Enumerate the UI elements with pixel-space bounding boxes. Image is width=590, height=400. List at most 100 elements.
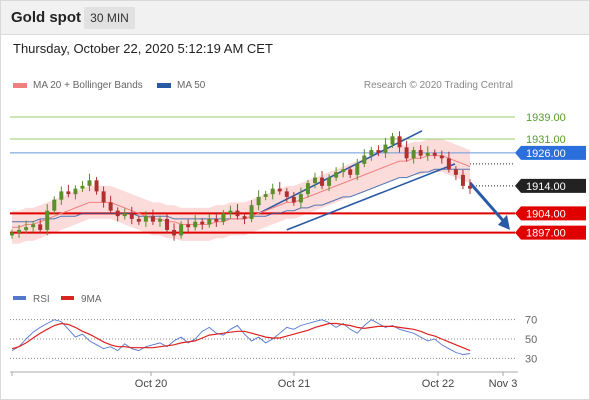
candle-body — [193, 221, 198, 228]
level-label-box — [515, 145, 586, 160]
candle-body — [179, 224, 184, 236]
candle-body — [221, 213, 226, 222]
candle-body — [101, 191, 106, 203]
timestamp: Thursday, October 22, 2020 5:12:19 AM CE… — [13, 41, 273, 56]
candle-body — [235, 210, 240, 217]
candle-body — [186, 224, 191, 228]
candle-body — [87, 180, 92, 186]
candle-body — [66, 191, 71, 195]
indicator-legend-label: RSI — [33, 294, 50, 305]
candle-body — [425, 152, 430, 156]
candle-body — [228, 210, 233, 214]
level-label: 1926.00 — [526, 148, 566, 160]
moving-averages-layer — [12, 155, 471, 228]
rsi-9ma-line — [11, 322, 471, 352]
timeframe-badge[interactable]: 30 MIN — [84, 7, 135, 29]
candle-body — [327, 177, 332, 186]
candle-body — [200, 221, 205, 225]
candle-body — [165, 218, 170, 230]
candle-body — [17, 229, 22, 233]
x-tick-label: Oct 22 — [422, 378, 454, 390]
candle-body — [31, 224, 36, 228]
legend-ma20: MA 20 + Bollinger Bands — [13, 80, 143, 91]
candle-body — [446, 158, 451, 170]
candle-body — [73, 188, 78, 195]
candle-body — [305, 183, 310, 195]
level-label: 1914.00 — [526, 181, 566, 193]
channel-layer — [258, 130, 510, 231]
ma20-line — [12, 155, 471, 228]
candle-body — [157, 218, 162, 222]
candle-body — [404, 147, 409, 159]
candle-body — [80, 185, 85, 189]
candle-body — [376, 150, 381, 153]
level-label: 1939.00 — [526, 112, 566, 124]
candle-body — [439, 155, 444, 159]
candle-body — [460, 174, 465, 186]
candle-body — [468, 185, 472, 189]
channel-lower-line — [286, 163, 456, 231]
candle-body — [108, 202, 113, 211]
candle-body — [312, 177, 317, 184]
candle-body — [59, 191, 64, 200]
candle-body — [150, 216, 155, 222]
candle-body — [334, 172, 339, 178]
candle-body — [94, 180, 99, 192]
level-label: 1931.00 — [526, 134, 566, 146]
candle-body — [383, 144, 388, 153]
x-tick-label: Nov 3 — [489, 378, 518, 390]
level-label: 1897.00 — [526, 228, 566, 240]
channel-upper-line — [258, 130, 423, 215]
rsi-tick-label: 30 — [525, 353, 537, 365]
candle-body — [369, 150, 374, 156]
x-tick-label: Oct 21 — [278, 378, 310, 390]
candle-body — [115, 210, 120, 217]
projection-arrow-shaft — [468, 181, 508, 225]
candle-body — [172, 229, 177, 236]
candle-body — [390, 136, 395, 145]
candle-body — [320, 177, 325, 186]
candle-body — [270, 188, 275, 195]
candle-body — [143, 216, 148, 222]
candle-body — [453, 169, 458, 175]
bollinger-band — [12, 139, 470, 244]
candle-body — [362, 155, 367, 164]
rsi-tick-label: 70 — [525, 315, 537, 327]
candle-body — [52, 199, 57, 211]
candle-body — [355, 163, 360, 175]
candle-body — [341, 169, 346, 173]
rsi-panel: RSI 9MA 70 50 30 — [10, 294, 537, 365]
legend-ma50: MA 50 — [157, 80, 205, 91]
instrument-title: Gold spot — [11, 9, 81, 26]
projection-arrow-head — [498, 214, 510, 230]
candle-body — [207, 218, 212, 225]
legend-ma20-label: MA 20 + Bollinger Bands — [33, 80, 143, 91]
ma20-swatch — [13, 82, 27, 88]
x-axis: Oct 20 Oct 21 Oct 22 Nov 3 — [10, 371, 518, 390]
candle-body — [38, 224, 43, 230]
candle-body — [277, 188, 282, 192]
candle-body — [348, 169, 353, 175]
level-label-box — [515, 225, 586, 240]
level-label-box — [515, 206, 586, 221]
candle-body — [122, 213, 127, 217]
candle-body — [249, 205, 254, 219]
candle-body — [256, 196, 261, 206]
candle-body — [397, 136, 402, 148]
candle-body — [411, 150, 416, 159]
candle-body — [432, 152, 437, 156]
rsi-line — [11, 319, 471, 355]
indicator-swatch — [13, 296, 26, 300]
bollinger-band-layer — [12, 139, 470, 244]
candle-body — [136, 218, 141, 222]
candle-body — [45, 210, 50, 230]
candle-body — [284, 191, 289, 197]
candle-body — [263, 194, 268, 197]
candle-body — [129, 213, 134, 219]
copyright: Research © 2020 Trading Central — [363, 80, 513, 91]
indicator-swatch — [61, 296, 74, 300]
level-label-box — [515, 178, 586, 193]
candle-body — [298, 194, 303, 203]
candle-body — [214, 218, 219, 222]
rsi-tick-label: 50 — [525, 334, 537, 346]
